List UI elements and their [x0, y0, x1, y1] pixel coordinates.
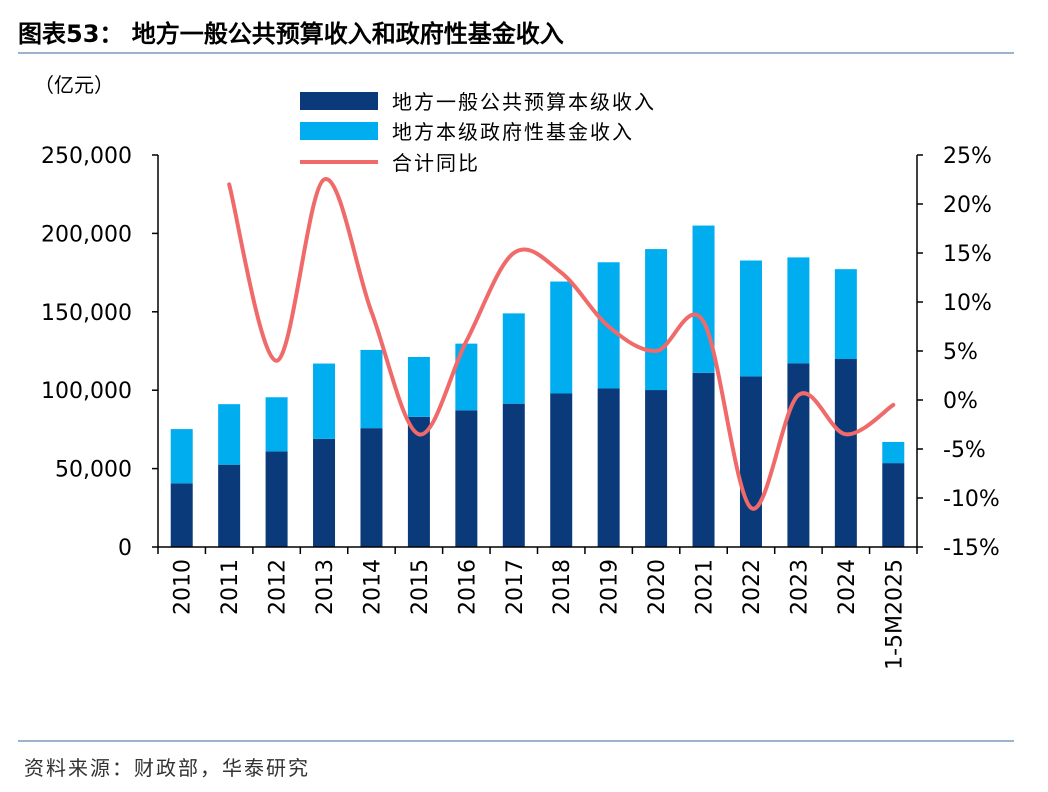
bar-2022-general-budget — [739, 376, 762, 547]
bar-2024-general-budget — [834, 358, 857, 547]
y-right-tick-label: -5% — [943, 438, 986, 463]
bar-2010-general-budget — [170, 483, 193, 547]
bar-2014-fund-revenue — [360, 349, 383, 429]
bar-2023-general-budget — [787, 363, 810, 547]
legend-label-yoy: 合计同比 — [392, 151, 480, 175]
bar-group — [170, 225, 905, 547]
x-tick-label: 1-5M2025 — [882, 559, 907, 670]
bar-2016-general-budget — [455, 410, 478, 547]
bar-2015-general-budget — [407, 416, 430, 547]
yoy-line — [227, 177, 896, 511]
axes-group: 0 50,000 100,000 150,000 200,000 250,000 -15% -… — [41, 144, 1000, 670]
x-tick-label: 2017 — [503, 559, 528, 615]
x-tick-label: 2023 — [787, 559, 812, 615]
y-right-tick-label: 5% — [943, 340, 978, 365]
bar-2013-general-budget — [313, 438, 336, 547]
y-left-tick-label: 150,000 — [41, 301, 132, 326]
x-tick-label: 2013 — [313, 559, 338, 615]
bar-2018-fund-revenue — [550, 281, 573, 394]
y-left-tick-label: 50,000 — [55, 458, 132, 483]
bar-2011-general-budget — [218, 464, 241, 547]
legend-label-general-budget: 地方一般公共预算本级收入 — [392, 90, 656, 114]
x-tick-label: 2018 — [550, 559, 575, 615]
bar-2012-fund-revenue — [265, 397, 288, 452]
x-tick-label: 2016 — [455, 559, 480, 615]
bar-2014-general-budget — [360, 428, 383, 547]
bar-2022-fund-revenue — [739, 260, 762, 377]
x-tick-label: 2011 — [218, 559, 243, 615]
x-tick-label: 2012 — [266, 559, 291, 615]
bar-2016-fund-revenue — [455, 343, 478, 411]
bar-2023-fund-revenue — [787, 257, 810, 364]
y-left-tick-label: 200,000 — [41, 222, 132, 247]
x-tick-label: 2014 — [360, 559, 385, 615]
y-left-tick-label: 0 — [118, 536, 132, 561]
x-tick-label: 2019 — [598, 559, 623, 615]
title-divider — [18, 52, 1014, 54]
bar-2019-general-budget — [597, 388, 620, 547]
chart-title: 图表53： 地方一般公共预算收入和政府性基金收入 — [18, 20, 564, 48]
x-tick-label: 2020 — [645, 559, 670, 615]
x-tick-label: 2015 — [408, 559, 433, 615]
y-right-tick-label: -10% — [943, 487, 1000, 512]
y-right-tick-label: 20% — [943, 193, 992, 218]
y-right-tick-label: 10% — [943, 291, 992, 316]
bar-2011-fund-revenue — [218, 404, 241, 465]
source-note: 资料来源：财政部，华泰研究 — [24, 756, 310, 780]
legend-swatch-general-budget — [300, 92, 378, 110]
legend-swatch-fund-revenue — [300, 122, 378, 140]
bar-2018-general-budget — [550, 393, 573, 547]
y-right-tick-label: 0% — [943, 389, 978, 414]
bar-2010-fund-revenue — [170, 429, 193, 484]
legend-label-fund-revenue: 地方本级政府性基金收入 — [392, 120, 634, 144]
bar-2012-general-budget — [265, 451, 288, 547]
chart-area: （亿元） 0 50,000 100,000 150,000 200,000 250,000… — [34, 73, 1000, 670]
bar-2020-general-budget — [645, 390, 668, 547]
bar-2013-fund-revenue — [313, 363, 336, 439]
bar-2020-fund-revenue — [645, 249, 668, 391]
bar-1-5M2025-fund-revenue — [882, 441, 905, 464]
y-left-tick-label: 100,000 — [41, 379, 132, 404]
y-right-tick-label: -15% — [943, 536, 1000, 561]
bar-2017-fund-revenue — [502, 313, 525, 404]
bar-2015-fund-revenue — [407, 356, 430, 417]
x-tick-label: 2022 — [740, 559, 765, 615]
x-tick-label: 2021 — [693, 559, 718, 615]
y-left-unit-label: （亿元） — [34, 73, 114, 97]
y-left-tick-label: 250,000 — [41, 144, 132, 169]
x-tick-label: 2024 — [835, 559, 860, 615]
y-right-tick-label: 25% — [943, 144, 992, 169]
bar-2021-general-budget — [692, 372, 715, 547]
bar-2017-general-budget — [502, 403, 525, 547]
bar-1-5M2025-general-budget — [882, 463, 905, 547]
x-tick-label: 2010 — [171, 559, 196, 615]
y-right-tick-label: 15% — [943, 242, 992, 267]
bar-2024-fund-revenue — [834, 269, 857, 359]
source-divider — [18, 740, 1014, 742]
yoy-line-group — [227, 177, 896, 511]
